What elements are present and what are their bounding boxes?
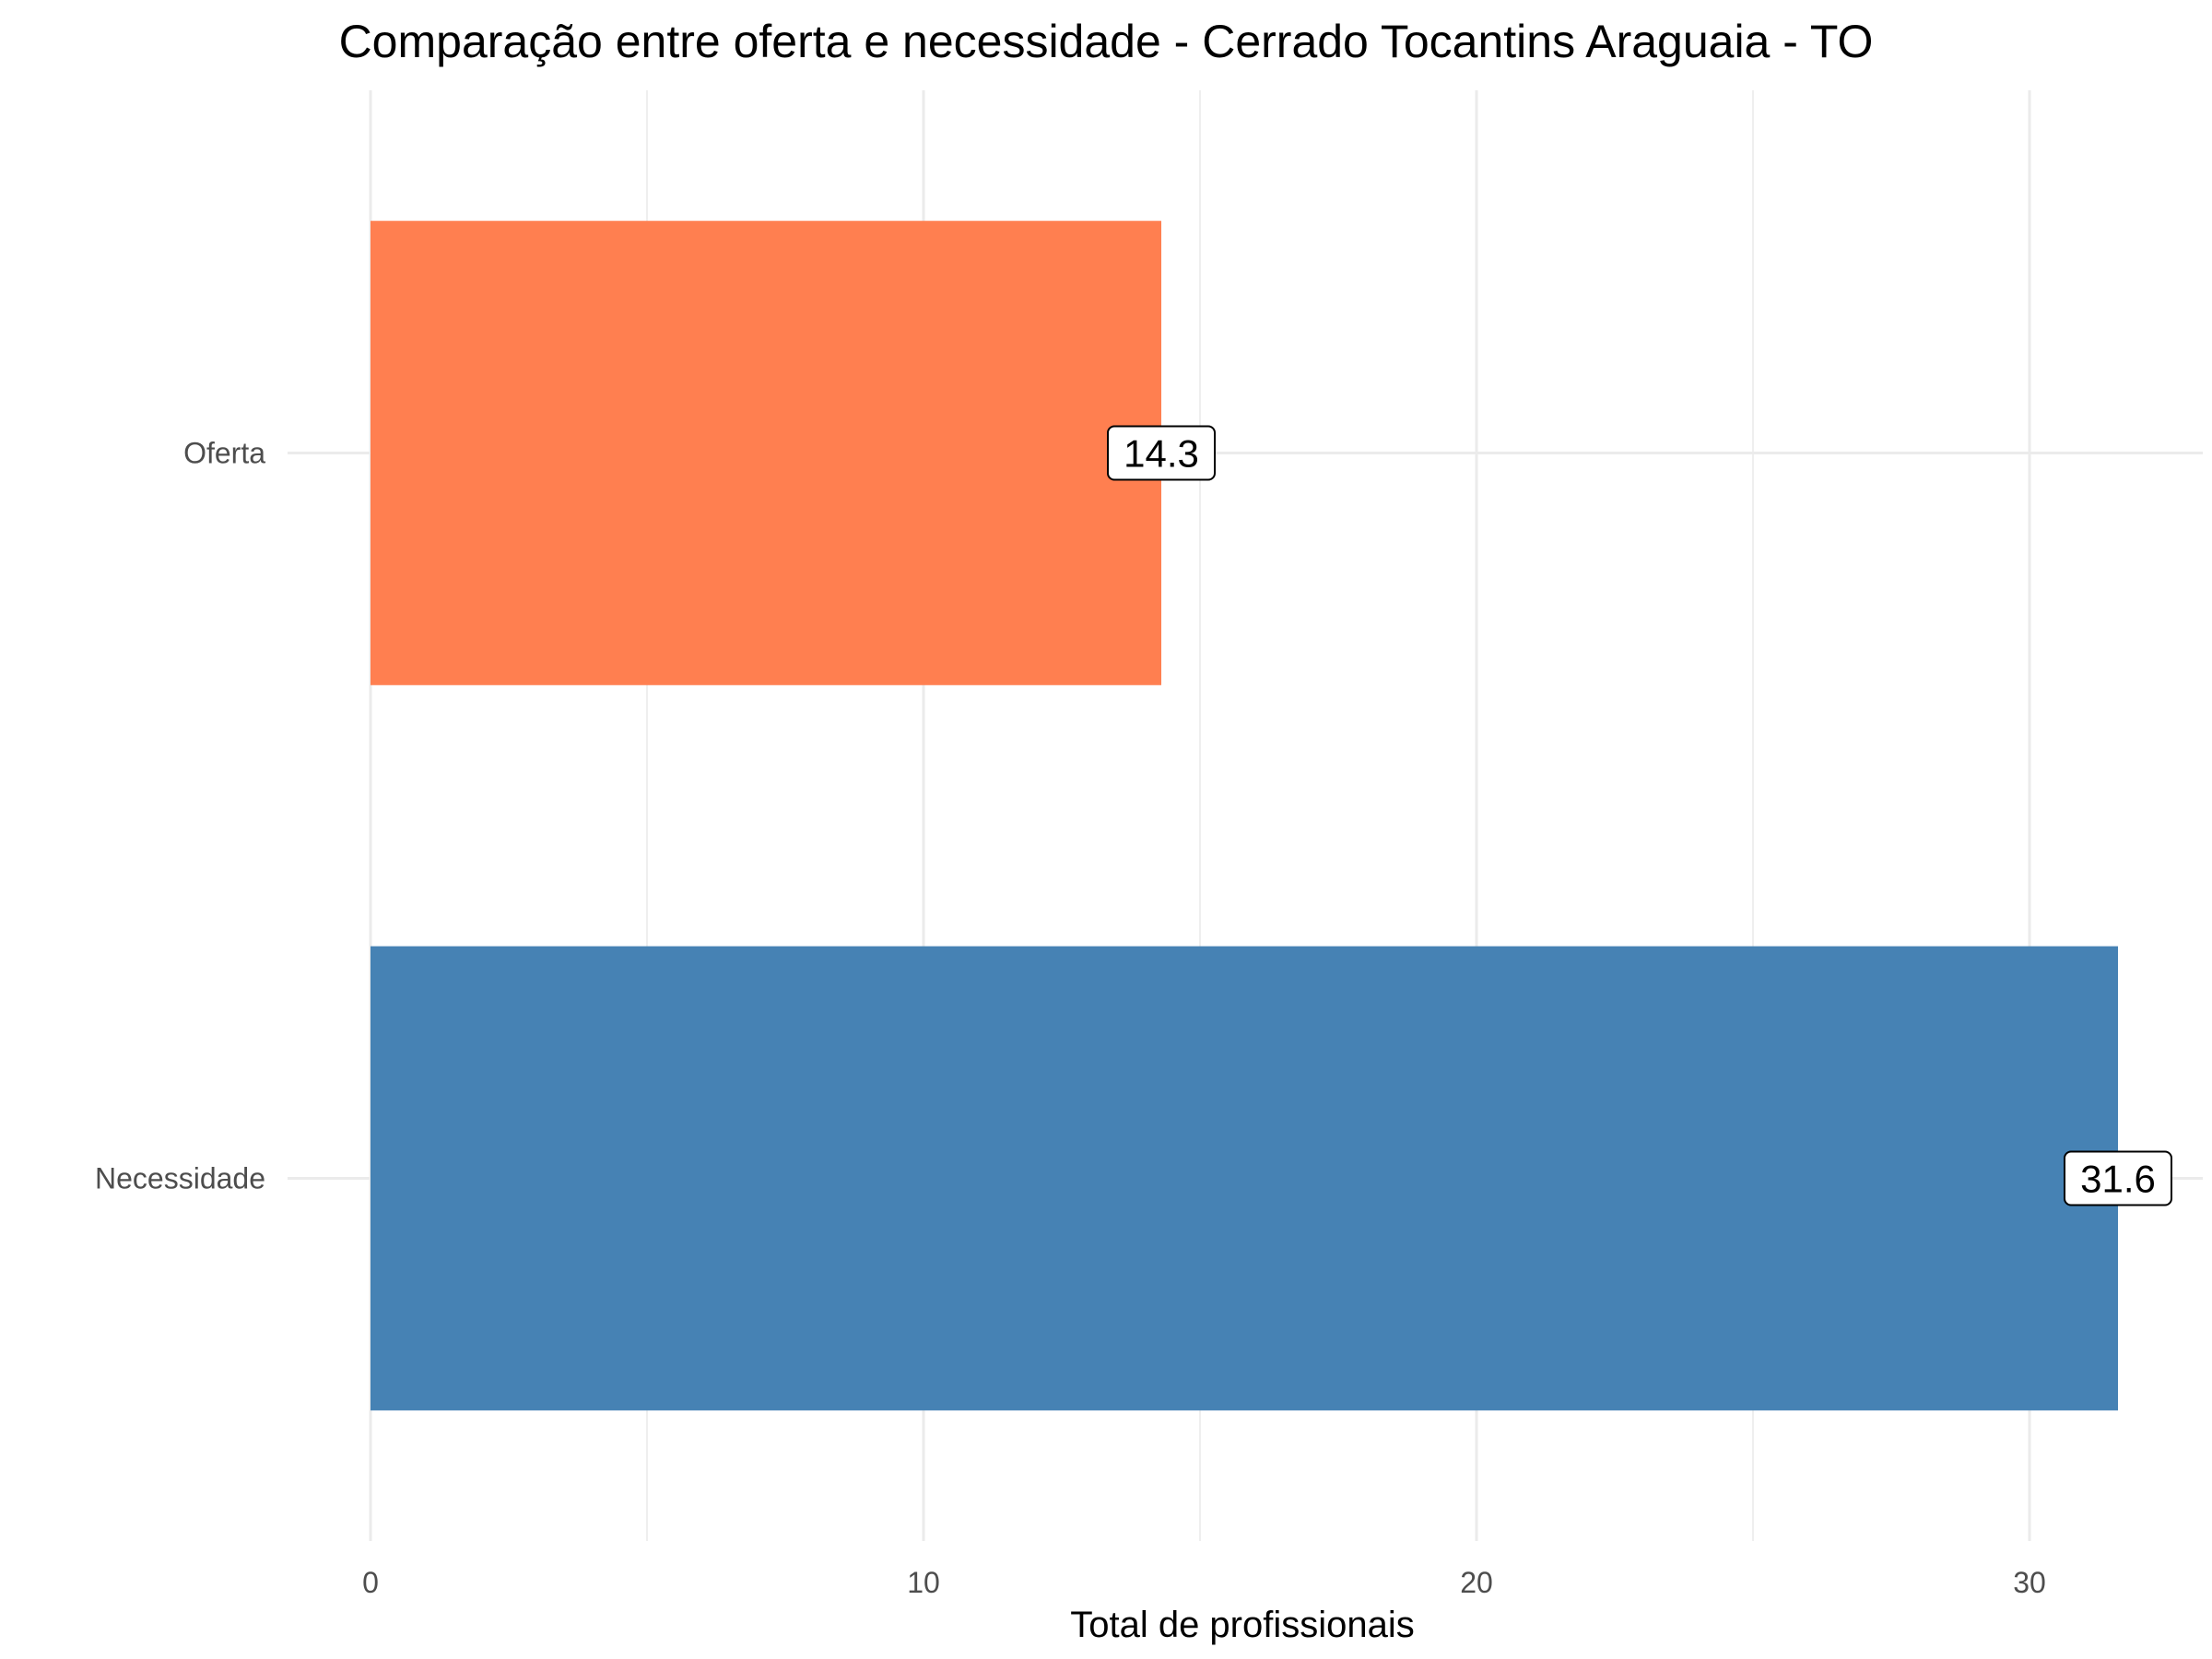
data-label-text: 31.6 xyxy=(2080,1158,2156,1201)
y-tick-label: Necessidade xyxy=(95,1162,265,1195)
y-tick-label: Oferta xyxy=(183,437,265,470)
data-label: 31.6 xyxy=(2064,1150,2172,1206)
data-label: 14.3 xyxy=(1107,425,1216,481)
x-axis-title: Total de profissionais xyxy=(1070,1605,1415,1645)
y-axis-tick-labels: Oferta Necessidade xyxy=(95,437,265,1195)
bar-oferta xyxy=(371,220,1161,686)
x-tick-label: 30 xyxy=(2013,1566,2046,1599)
x-tick-label: 0 xyxy=(362,1566,379,1599)
bars xyxy=(371,220,2118,1411)
x-tick-label: 10 xyxy=(907,1566,940,1599)
data-label-box xyxy=(2064,1150,2172,1206)
x-axis-tick-labels: 0 10 20 30 xyxy=(362,1566,2046,1599)
chart-title: Comparação entre oferta e necessidade - … xyxy=(339,16,1874,67)
data-label-box xyxy=(1107,425,1216,481)
bar-necessidade xyxy=(371,946,2118,1411)
x-tick-label: 20 xyxy=(1460,1566,1493,1599)
data-labels: 14.3 31.6 xyxy=(1107,425,2172,1206)
data-label-text: 14.3 xyxy=(1124,432,1199,476)
